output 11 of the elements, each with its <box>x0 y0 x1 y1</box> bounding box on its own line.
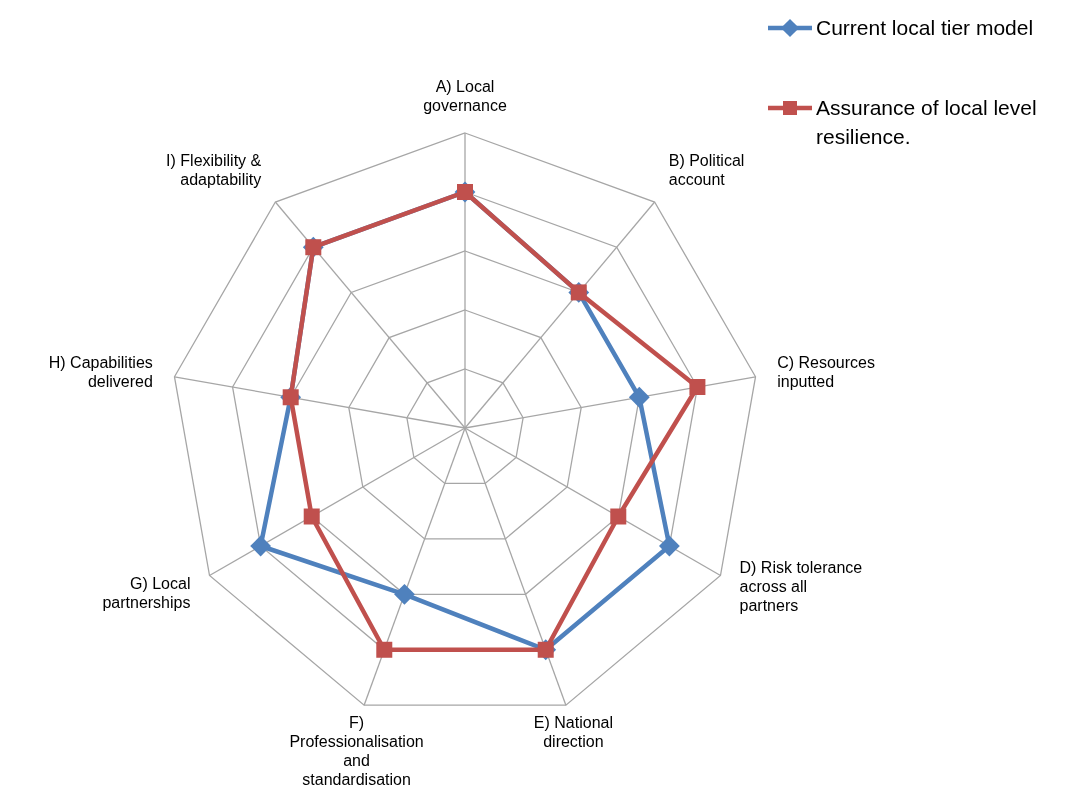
legend-label: Assurance of local level resilience. <box>816 96 1037 148</box>
spoke-label: G) Local partnerships <box>102 574 191 611</box>
spoke-label: C) Resources inputted <box>777 354 875 391</box>
spoke-label: F) Professionalisation and standardisation <box>289 713 424 788</box>
spoke-label: B) Political account <box>668 152 745 189</box>
legend-label: Current local tier model <box>816 16 1034 39</box>
spoke-label: E) National direction <box>533 713 613 750</box>
spoke-label: A) Local governance <box>423 78 507 114</box>
spoke-label: H) Capabilities delivered <box>48 354 153 391</box>
spoke-label: I) Flexibility & adaptability <box>166 152 262 189</box>
spoke-label: D) Risk tolerance across all partners <box>739 558 863 614</box>
